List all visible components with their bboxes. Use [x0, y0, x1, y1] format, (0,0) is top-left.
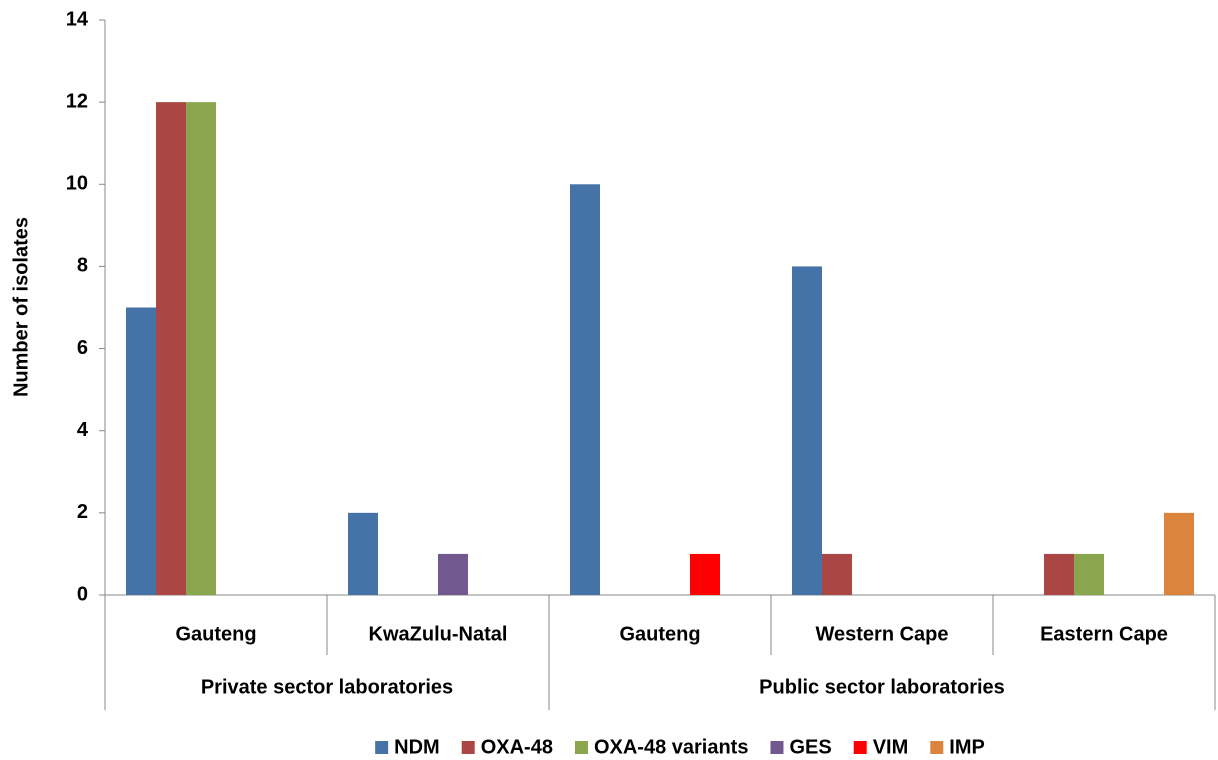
- bar: [570, 184, 600, 596]
- y-tick-label: 10: [66, 173, 88, 195]
- bar: [1044, 553, 1074, 595]
- bar: [438, 553, 468, 595]
- group-label: Private sector laboratories: [201, 676, 453, 698]
- y-axis-label: Number of isolates: [10, 217, 32, 397]
- y-tick-label: 6: [77, 337, 88, 359]
- bar: [186, 102, 216, 596]
- legend-swatch: [853, 741, 867, 754]
- legend-label: OXA-48 variants: [594, 736, 749, 758]
- x-tick-label: Eastern Cape: [1040, 623, 1168, 645]
- y-tick-label: 8: [77, 255, 88, 277]
- y-tick-label: 4: [77, 419, 89, 441]
- legend-label: VIM: [873, 736, 909, 758]
- legend-swatch: [574, 741, 588, 754]
- bar: [1164, 512, 1194, 595]
- legend-swatch: [930, 741, 944, 754]
- y-tick-label: 12: [66, 90, 88, 112]
- bar: [822, 553, 852, 595]
- legend-swatch: [461, 741, 475, 754]
- bar: [690, 553, 720, 595]
- x-tick-label: Gauteng: [175, 623, 256, 645]
- x-tick-label: Gauteng: [619, 623, 700, 645]
- legend-swatch: [770, 741, 784, 754]
- bar: [792, 266, 822, 595]
- legend-label: OXA-48: [481, 736, 553, 758]
- x-tick-label: Western Cape: [815, 623, 948, 645]
- x-tick-label: KwaZulu-Natal: [369, 623, 508, 645]
- bar: [1074, 553, 1104, 595]
- legend-label: GES: [789, 736, 831, 758]
- y-tick-label: 0: [77, 583, 88, 605]
- bar: [156, 102, 186, 596]
- legend-swatch: [375, 741, 389, 754]
- bar: [126, 307, 156, 595]
- bar: [348, 512, 378, 595]
- y-tick-label: 14: [66, 8, 89, 30]
- group-label: Public sector laboratories: [759, 676, 1005, 698]
- legend-label: NDM: [394, 736, 440, 758]
- y-tick-label: 2: [77, 501, 88, 523]
- legend-label: IMP: [949, 736, 985, 758]
